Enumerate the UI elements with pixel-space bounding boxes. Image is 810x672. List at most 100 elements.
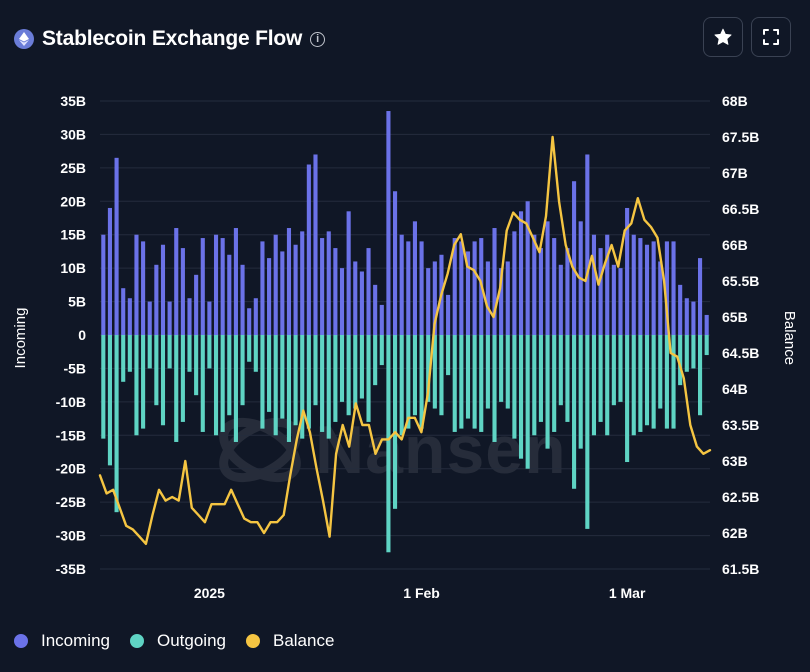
outgoing-bar [280,335,285,419]
outgoing-bar [651,335,656,429]
outgoing-bar [353,335,358,409]
left-tick-label: 5B [68,294,86,310]
left-tick-label: -15B [56,427,86,443]
incoming-bar [406,241,411,335]
outgoing-bar [638,335,643,432]
outgoing-bar [346,335,351,416]
outgoing-bar [286,335,292,442]
legend-label-balance: Balance [272,631,335,650]
incoming-bar [525,201,530,335]
fullscreen-icon [763,29,779,45]
incoming-bar [320,238,325,335]
outgoing-bar [412,335,418,416]
incoming-bar [373,284,378,335]
outgoing-bar [697,335,703,416]
outgoing-bar [419,335,424,429]
legend-item-balance[interactable]: Balance [245,631,335,651]
outgoing-bar [141,335,146,429]
incoming-bar [545,221,550,335]
ethereum-icon [14,29,34,49]
balance-line [98,135,712,545]
outgoing-bar [591,335,597,436]
left-tick-label: -30B [56,528,86,544]
incoming-bar [605,234,610,335]
legend-dot-outgoing [129,634,144,648]
right-axis-ticks: 68B 67.5B 67B 66.5B 66B 65.5B 65B 64.5B 64B 63.5B… [722,93,759,577]
outgoing-bar [465,335,471,419]
outgoing-bar [121,335,126,382]
incoming-bar [538,248,543,335]
legend-dot-balance [245,634,260,648]
outgoing-bar [359,335,364,399]
right-tick-label: 68B [722,93,748,109]
outgoing-bar [525,335,530,469]
outgoing-bar [545,335,550,449]
right-axis-label: Balance [781,311,798,365]
fullscreen-button[interactable] [751,17,791,57]
favorite-button[interactable] [703,17,743,57]
incoming-bar [300,231,305,335]
left-tick-label: 35B [60,93,86,109]
incoming-bar [499,268,504,335]
incoming-bar [187,298,192,335]
outgoing-bar [114,335,119,513]
outgoing-bar [658,335,663,409]
outgoing-bar [379,335,384,366]
x-tick-label: 1 Mar [609,585,646,601]
outgoing-bar [704,335,709,356]
incoming-bar [419,241,424,335]
outgoing-bar [107,335,113,466]
incoming-bar [379,304,384,335]
incoming-bar [293,244,298,335]
left-tick-label: -35B [56,561,86,577]
incoming-bar [227,254,232,335]
info-icon[interactable]: i [310,31,326,47]
incoming-bar [273,234,278,335]
right-tick-label: 67.5B [722,129,759,145]
outgoing-bar [386,335,391,553]
incoming-bar [644,244,650,335]
incoming-bar [286,228,292,335]
outgoing-bar [147,335,152,369]
incoming-bar [240,264,245,335]
chart-legend: Incoming Outgoing Balance [14,631,354,651]
incoming-bar [452,238,457,335]
outgoing-bar [625,335,630,463]
outgoing-bar [585,335,590,529]
incoming-bar [691,301,696,335]
left-tick-label: 25B [60,160,86,176]
outgoing-bar [518,335,524,459]
outgoing-bar [598,335,603,422]
outgoing-bar [326,335,331,439]
right-tick-label: 63B [722,453,748,469]
right-tick-label: 65.5B [722,273,759,289]
incoming-bar [565,248,570,335]
outgoing-bar [300,335,305,439]
outgoing-bar [426,335,431,402]
outgoing-bar [446,335,451,376]
left-tick-label: -10B [56,394,86,410]
incoming-bar [267,258,272,335]
incoming-bar [611,264,616,335]
legend-item-incoming[interactable]: Incoming [14,631,110,651]
outgoing-bar [691,335,696,369]
outgoing-bar [373,335,378,386]
incoming-bar [200,238,205,335]
outgoing-bar [678,335,683,386]
incoming-bar [472,241,477,335]
legend-item-outgoing[interactable]: Outgoing [129,631,226,651]
incoming-bar [247,308,252,335]
outgoing-bar [578,335,583,449]
outgoing-bar [552,335,557,432]
incoming-bar [127,298,132,335]
incoming-bar [280,251,285,335]
incoming-bar [465,251,471,335]
outgoing-bar [558,335,563,406]
bars [101,111,709,553]
x-axis-ticks: 2025 1 Feb 1 Mar [194,585,646,601]
outgoing-bar [644,335,650,426]
incoming-bar [651,241,656,335]
left-tick-label: 15B [60,227,86,243]
incoming-bar [532,234,537,335]
left-tick-label: -25B [56,494,86,510]
